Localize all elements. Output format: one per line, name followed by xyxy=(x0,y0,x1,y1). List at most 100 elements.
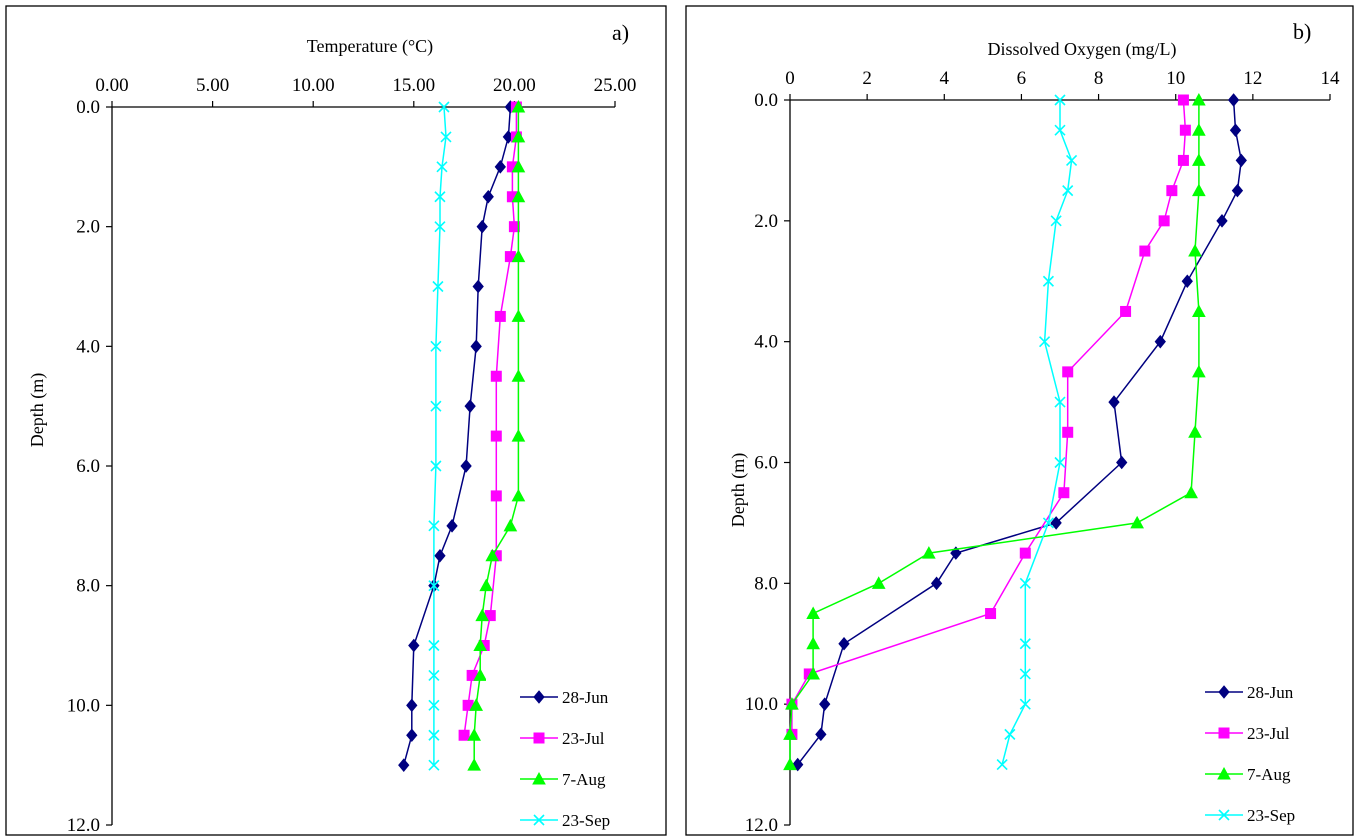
panel-a-data-point xyxy=(428,520,440,532)
panel-a-y-tick-label: 8.0 xyxy=(76,576,100,597)
panel-a-data-point xyxy=(428,729,440,741)
panel-a-data-point xyxy=(464,399,476,413)
panel-b-x-tick-label: 8 xyxy=(1094,68,1104,89)
panel-b-data-point xyxy=(1019,577,1031,589)
panel-a-data-point xyxy=(490,370,502,382)
panel-b-legend-label: 7-Aug xyxy=(1247,765,1291,784)
panel-b-legend-label: 28-Jun xyxy=(1247,683,1294,702)
panel-b-data-point xyxy=(783,757,797,771)
panel-b-data-point xyxy=(1058,487,1070,499)
panel-a-legend: 28-Jun 23-Jul 7-Aug 23-Sep xyxy=(520,688,610,830)
panel-b-data-point xyxy=(985,608,997,620)
panel-b-data-point xyxy=(1120,305,1132,317)
panel-b-data-point xyxy=(1188,243,1202,257)
panel-b-data-point xyxy=(1154,334,1166,349)
panel-b-plot: 0 2 4 6 8 10 12 14 0.0 2.0 4.0 6.0 8.0 10.0 12.0 xyxy=(745,68,1340,836)
panel-b-legend-marker xyxy=(1217,766,1231,780)
panel-a-y-tick-label: 6.0 xyxy=(76,456,100,477)
panel-a-data-point xyxy=(428,759,440,771)
panel-b-data-point xyxy=(838,636,850,651)
panel-b-data-point xyxy=(1054,456,1066,469)
panel-a-data-point xyxy=(467,758,482,771)
panel-b-data-point xyxy=(922,546,936,559)
panel-a-legend-item: 7-Aug xyxy=(520,770,606,789)
panel-b-data-point xyxy=(1039,336,1051,348)
panel-b-x-tick-label: 10 xyxy=(1166,68,1185,89)
panel-b-data-point xyxy=(1019,547,1031,559)
panel-b-data-point xyxy=(1004,728,1016,740)
panel-a-data-point xyxy=(430,340,442,352)
panel-a-legend-label: 23-Jul xyxy=(562,729,605,748)
panel-b-data-point xyxy=(1116,455,1128,470)
panel-b-x-tick-label: 4 xyxy=(940,68,950,89)
panel-b-data-point xyxy=(806,606,820,620)
panel-b-legend-item: 23-Jul xyxy=(1205,724,1290,743)
panel-a-series-line xyxy=(402,106,512,766)
panel-b-y-tick-label: 8.0 xyxy=(754,573,778,594)
panel-b-legend-item: 23-Sep xyxy=(1205,806,1295,825)
panel-a-data-point xyxy=(479,578,494,592)
panel-b-data-point xyxy=(1179,124,1191,136)
panel-a-data-point xyxy=(434,221,446,233)
panel-a-data-point xyxy=(511,488,526,502)
panel-b-data-point xyxy=(1042,275,1054,287)
panel-a-series-line xyxy=(463,107,518,736)
panel-b-data-point xyxy=(1177,154,1189,166)
panel-b-data-point xyxy=(1184,485,1198,499)
panel-b-data-point xyxy=(1192,304,1206,317)
panel-a-legend-marker xyxy=(533,690,545,704)
panel-a-x-tick-label: 10.00 xyxy=(292,75,335,96)
panel-b-frame xyxy=(685,5,1354,836)
panel-a: a) Temperature (°C) Depth (m) 0.00 5.00 10… xyxy=(5,5,667,836)
panel-a-legend-item: 28-Jun xyxy=(520,688,609,707)
panel-a-data-point xyxy=(408,638,420,653)
panel-b-y-tick-label: 0.0 xyxy=(754,90,778,111)
panel-a-x-tick-label: 5.00 xyxy=(196,75,229,96)
panel-b-x-tick-label: 2 xyxy=(862,68,872,89)
panel-a-legend-marker xyxy=(533,732,545,744)
panel-b-data-point xyxy=(930,576,943,591)
panel-b-legend-marker xyxy=(1218,727,1230,739)
panel-b-data-point xyxy=(1158,215,1170,227)
panel-a-data-point xyxy=(494,310,506,322)
panel-b-data-point xyxy=(1192,364,1206,378)
panel-b-data-point xyxy=(1227,93,1240,107)
panel-a-data-point xyxy=(436,161,448,173)
panel-a-data-point xyxy=(406,698,418,713)
panel-a-data-point xyxy=(472,279,484,294)
panel-b-data-point xyxy=(1235,153,1247,168)
panel-a-data-point xyxy=(470,339,482,354)
panel-a-data-point xyxy=(428,699,440,711)
panel-a-data-point xyxy=(467,728,482,741)
panel-a-data-point xyxy=(406,728,418,743)
panel-a-data-point xyxy=(428,669,440,681)
panel-a-plot: 0.00 5.00 10.00 15.00 20.00 25.00 0.0 2.0 4.0 6.0… xyxy=(67,75,637,836)
panel-a-data-point xyxy=(398,758,410,772)
panel-a-data-point xyxy=(438,101,450,113)
panel-a-frame xyxy=(5,5,667,836)
panel-b-data-point xyxy=(1042,517,1054,529)
panel-b-data-point xyxy=(1062,185,1074,197)
panel-a-x-tick-label: 20.00 xyxy=(493,75,536,96)
panel-a-data-point xyxy=(476,219,488,234)
panel-a-data-point xyxy=(469,698,484,711)
panel-a-data-point xyxy=(511,369,526,382)
panel-a-series-7-Aug xyxy=(467,99,526,771)
panel-a-data-point xyxy=(485,548,500,562)
panel-b-x-tick-label: 6 xyxy=(1017,68,1027,89)
panel-b-data-point xyxy=(1177,94,1189,106)
panel-a-legend-label: 7-Aug xyxy=(562,770,606,789)
panel-a-data-point xyxy=(430,460,442,472)
panel-b-y-tick-label: 12.0 xyxy=(745,815,778,836)
panel-b-data-point xyxy=(1062,366,1074,378)
panel-b-legend-marker xyxy=(1218,685,1230,699)
panel-b-data-point xyxy=(1019,698,1031,710)
panel-a-data-point xyxy=(494,160,506,174)
panel-b-data-point xyxy=(1166,185,1178,197)
panel-b-data-point xyxy=(815,727,827,742)
panel-a-x-tick-label: 25.00 xyxy=(594,75,637,96)
panel-a-legend-marker xyxy=(532,771,546,785)
panel-a-y-tick-label: 4.0 xyxy=(76,336,100,357)
panel-b-y-tick-label: 2.0 xyxy=(754,211,778,232)
